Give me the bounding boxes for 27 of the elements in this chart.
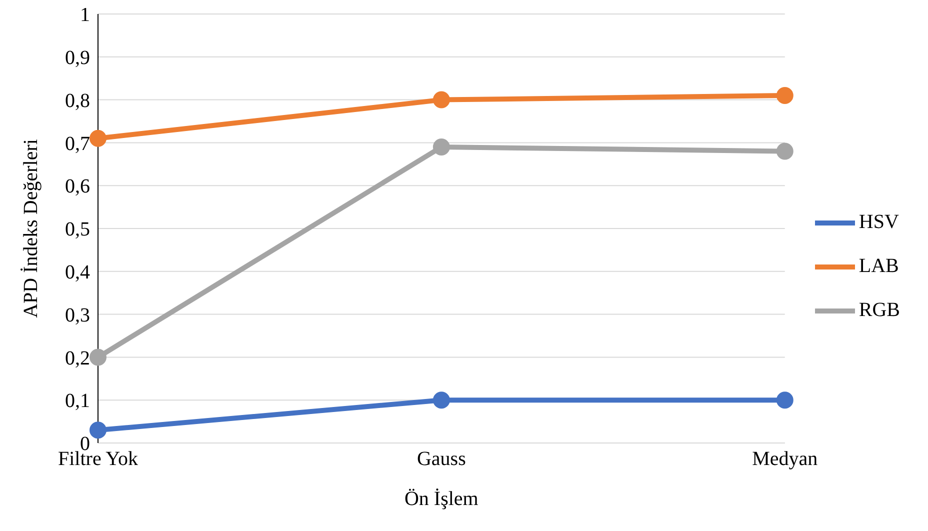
y-tick-label: 0,4 [65, 262, 90, 284]
y-tick-label: 0,5 [65, 218, 90, 241]
point [90, 422, 106, 439]
y-tick-label: 0 [80, 433, 90, 456]
x-tick-label: Medyan [752, 448, 818, 470]
point [776, 87, 794, 104]
legend-label: LAB [858, 254, 899, 276]
point [90, 130, 106, 147]
point [432, 138, 450, 156]
point [90, 348, 106, 366]
legend-label: RGB [858, 298, 900, 320]
y-tick-label: 0,6 [65, 176, 90, 198]
y-tick-label: 0,8 [65, 90, 90, 112]
legend-label: HSV [858, 210, 899, 232]
y-tick-label: 1 [80, 4, 90, 26]
y-tick-label: 0,3 [65, 304, 90, 326]
y-tick-label: 0,9 [65, 47, 90, 69]
point [776, 392, 794, 409]
y-tick-label: 0,1 [65, 390, 90, 412]
x-axis-title: Ön İşlem [404, 488, 479, 510]
y-axis-title: APD İndeks Değerleri [20, 138, 42, 318]
point [776, 142, 794, 160]
y-tick-label: 0,7 [65, 132, 90, 155]
point [432, 392, 450, 409]
x-tick-label: Gauss [416, 448, 466, 470]
point [432, 91, 450, 108]
y-tick-label: 0,2 [65, 347, 90, 370]
